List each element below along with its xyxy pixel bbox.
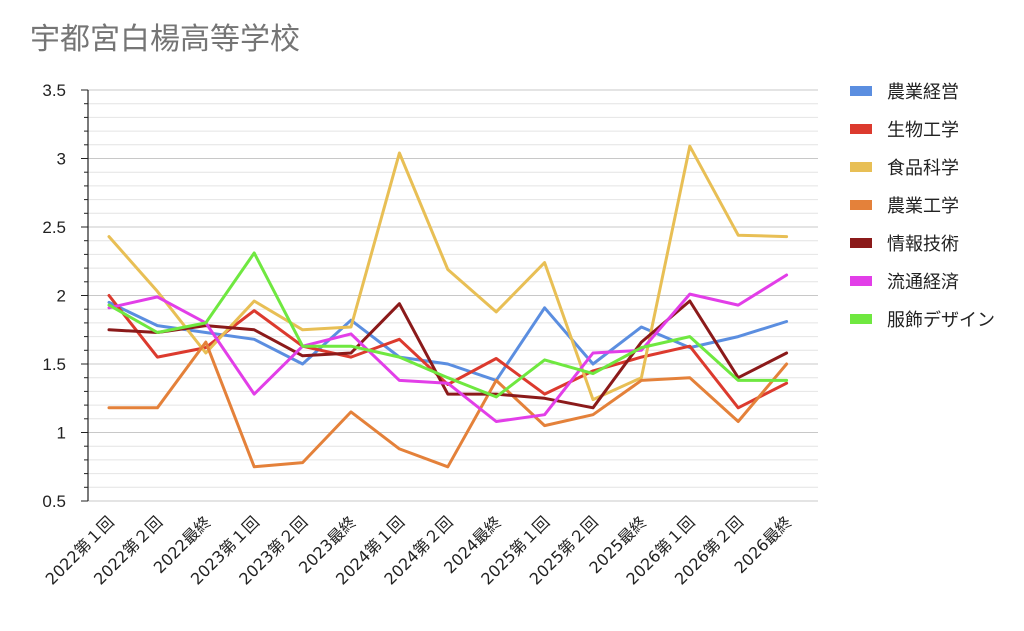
- legend-swatch: [850, 86, 872, 96]
- series-line: [107, 273, 789, 423]
- series-line: [107, 340, 789, 469]
- y-tick-label: 3: [57, 150, 66, 169]
- y-axis: 0.5 1 1.5 2 2.5 3 3.5: [42, 81, 89, 511]
- series-line: [107, 144, 789, 402]
- legend-label: 流通経済: [887, 272, 959, 293]
- y-tick-label: 1.5: [42, 355, 66, 374]
- y-tick-label: 3.5: [42, 81, 66, 100]
- y-tick-label: 2.5: [42, 218, 66, 237]
- grid-lines: [88, 89, 818, 502]
- legend-label: 服飾デザイン: [887, 310, 995, 331]
- legend-swatch: [850, 314, 872, 324]
- series-line: [107, 251, 789, 399]
- legend-label: 農業経営: [887, 82, 959, 103]
- series-lines: [107, 144, 789, 469]
- legend-label: 食品科学: [887, 158, 959, 179]
- legend-label: 農業工学: [887, 196, 959, 217]
- y-tick-label: 0.5: [42, 492, 66, 511]
- y-tick-label: 2: [57, 287, 66, 306]
- legend-swatch: [850, 238, 872, 248]
- chart-title: 宇都宮白楊高等学校: [30, 22, 300, 57]
- x-axis-labels: 2022第１回2022第２回2022最終2023第１回2023第２回2023最終…: [42, 512, 796, 588]
- legend-swatch: [850, 124, 872, 134]
- legend-swatch: [850, 162, 872, 172]
- legend-label: 生物工学: [887, 120, 959, 141]
- legend-swatch: [850, 276, 872, 286]
- y-tick-label: 1: [57, 424, 66, 443]
- legend-label: 情報技術: [887, 234, 959, 255]
- legend-swatch: [850, 200, 872, 210]
